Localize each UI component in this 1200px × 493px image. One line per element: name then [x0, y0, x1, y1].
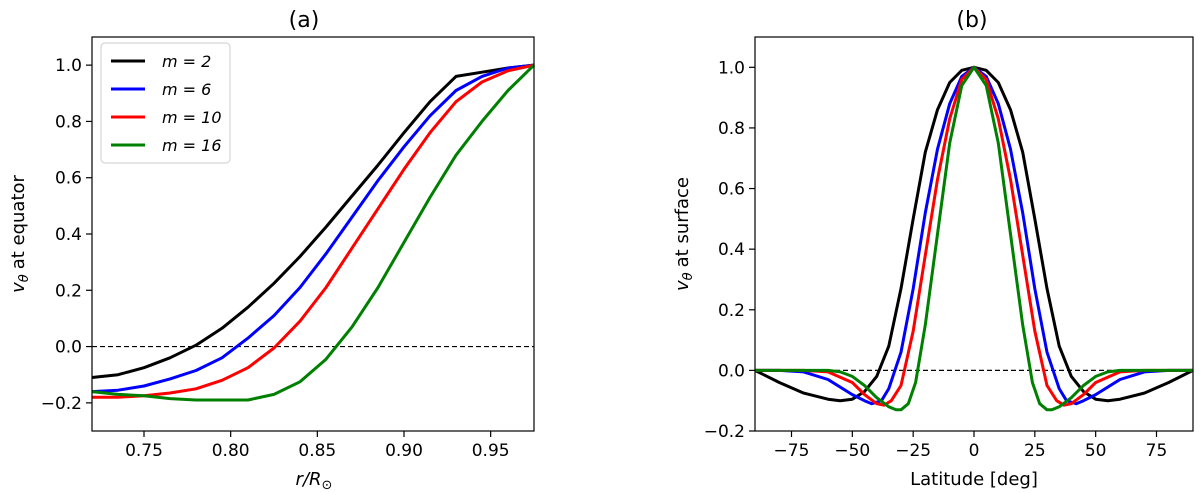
- panel-a-y-tick-label: 1.0: [55, 56, 82, 76]
- panel-b-x-tick-label: 75: [1146, 441, 1168, 461]
- legend-label-m16: m = 16: [162, 136, 222, 155]
- panel-a-title: (a): [289, 8, 320, 33]
- panel-b: (b) −75 −50 −25 0 25 50 75 −0.2 0.0 0.2 0.4 0.6 0.8…: [672, 8, 1194, 490]
- panel-a-y-tick-label: 0.6: [55, 169, 82, 189]
- panel-a-y-axis-title-symbol: v: [8, 282, 29, 293]
- panel-b-y-tick-label: 0.0: [718, 361, 745, 381]
- panel-b-x-axis-title: Latitude [deg]: [910, 469, 1038, 490]
- panel-b-y-tick-label: 1.0: [718, 58, 745, 78]
- panel-a-x-tick-label: 0.90: [385, 441, 423, 461]
- panel-a-y-tick-label: −0.2: [41, 394, 82, 414]
- panel-b-y-tick-label: 0.6: [718, 180, 745, 200]
- panel-a-x-tick-label: 0.80: [212, 441, 250, 461]
- panel-a-x-axis-title-main: r/R: [296, 469, 322, 490]
- panel-b-title: (b): [956, 8, 987, 33]
- panel-b-x-tick-label: 0: [969, 441, 980, 461]
- panel-a-y-axis-title: vθ at equator: [8, 174, 32, 292]
- panel-b-y-tick-label: −0.2: [704, 422, 745, 442]
- panel-b-x-tick-label: −50: [834, 441, 870, 461]
- panel-a-y-tick-label: 0.4: [55, 225, 82, 245]
- panel-b-series-group: [754, 65, 1194, 412]
- panel-a-series-m10: [92, 63, 535, 399]
- panel-a-x-tick-label: 0.75: [125, 441, 163, 461]
- panel-a-x-tick-label: 0.95: [472, 441, 510, 461]
- panel-a-x-tick-label: 0.85: [298, 441, 336, 461]
- panel-a: (a) 0.75 0.80 0.85 0.90 0.95 −0.2 0.0 0.2 0.4 0.…: [8, 8, 536, 493]
- legend: m = 2 m = 6 m = 10 m = 16: [100, 42, 231, 164]
- panel-b-x-tick-label: −75: [774, 441, 810, 461]
- panel-a-x-axis-title-sub: ⊙: [322, 478, 333, 493]
- panel-a-x-axis-title: r/R⊙: [296, 469, 333, 493]
- panel-b-y-tick-label: 0.2: [718, 301, 745, 321]
- panel-b-x-tick-label: −25: [895, 441, 931, 461]
- panel-b-plot-area: [755, 37, 1193, 431]
- legend-frame: [100, 42, 231, 164]
- panel-a-y-axis-title-text: at equator: [8, 174, 29, 269]
- panel-b-x-tick-label: 50: [1085, 441, 1107, 461]
- panel-b-y-tick-label: 0.8: [718, 119, 745, 139]
- panel-a-series-group: [91, 63, 536, 402]
- panel-a-series-m16: [91, 64, 536, 402]
- panel-a-x-ticks: 0.75 0.80 0.85 0.90 0.95: [125, 431, 510, 461]
- panel-b-y-axis-title: vθ at surface: [672, 177, 696, 291]
- panel-a-y-tick-label: 0.8: [55, 112, 82, 132]
- panel-b-series-m16: [755, 65, 1193, 412]
- panel-a-y-axis-title-sub: θ: [17, 274, 32, 282]
- panel-b-y-tick-label: 0.4: [718, 240, 745, 260]
- panel-a-y-tick-label: 0.0: [55, 338, 82, 358]
- legend-label-m6: m = 6: [162, 80, 211, 99]
- panel-a-series-m2: [91, 63, 535, 379]
- panel-b-x-ticks: −75 −50 −25 0 25 50 75: [774, 431, 1168, 461]
- panel-b-y-ticks: −0.2 0.0 0.2 0.4 0.6 0.8 1.0: [704, 58, 755, 442]
- panel-b-x-tick-label: 25: [1024, 441, 1046, 461]
- panel-a-y-ticks: −0.2 0.0 0.2 0.4 0.6 0.8 1.0: [41, 56, 92, 414]
- legend-label-m2: m = 2: [162, 52, 211, 71]
- panel-b-y-axis-title-text: at surface: [672, 177, 693, 267]
- panel-a-y-tick-label: 0.2: [55, 281, 82, 301]
- panel-a-series-m6: [91, 63, 535, 394]
- panel-b-y-axis-title-sub: θ: [681, 272, 696, 280]
- legend-label-m10: m = 10: [162, 108, 222, 127]
- panel-b-y-axis-title-symbol: v: [672, 280, 693, 291]
